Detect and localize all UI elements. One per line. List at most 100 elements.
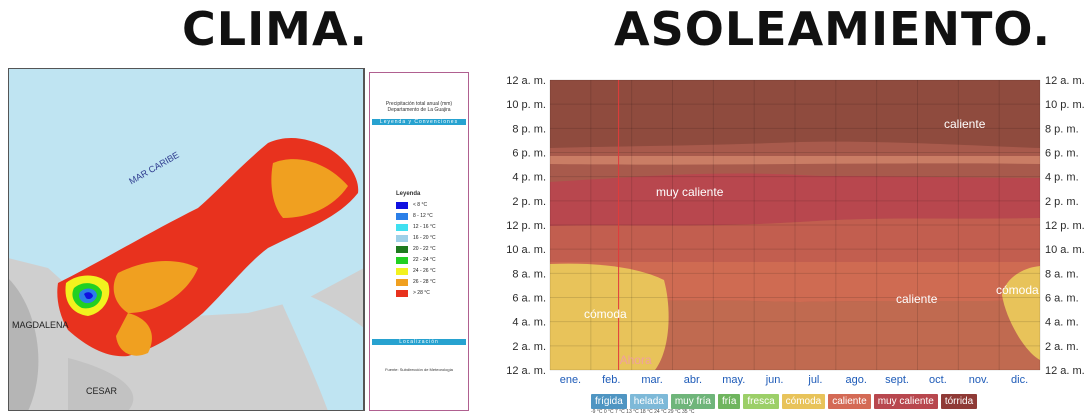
temperature-thresholds: -9 °C 0 °C 7 °C 13 °C 18 °C 24 °C 29 °C … — [591, 409, 695, 415]
y-tick-label-right: 10 a. m. — [1045, 244, 1085, 256]
y-tick-label-right: 6 a. m. — [1045, 293, 1079, 305]
map-legend-label: > 28 °C — [413, 290, 430, 296]
map-source: Fuente: Subdirección de Meteorología — [385, 367, 453, 372]
legend-chip: helada — [629, 394, 668, 409]
x-axis-months: ene. feb. mar. abr. may. jun. jul. ago. sept. oct… — [560, 374, 1028, 386]
legend-chip: muy fría — [670, 394, 715, 409]
legend-chip: muy caliente — [873, 394, 938, 409]
y-tick-label-left: 12 a. m. — [506, 365, 546, 377]
zone-label-muy-caliente: muy caliente — [656, 185, 724, 199]
y-tick-label-right: 2 p. m. — [1045, 196, 1079, 208]
zone-label-caliente-morning: caliente — [896, 292, 938, 306]
y-axis-right: 12 a. m. 10 p. m. 8 p. m. 6 p. m. 4 p. m. 2 p… — [1045, 75, 1085, 377]
band-sunset — [550, 156, 1040, 165]
sun-temperature-heatmap: 12 a. m. 10 p. m. 8 p. m. 6 p. m. 4 p. m. 2 p… — [506, 75, 1085, 386]
month-label: ago. — [846, 374, 867, 386]
y-tick-label-left: 12 p. m. — [506, 220, 546, 232]
band-comoda-right — [1002, 266, 1040, 360]
month-label: dic. — [1011, 374, 1028, 386]
location-bar: Localización — [372, 339, 466, 345]
band-torrida-top — [550, 80, 1040, 148]
clima-title: CLIMA. — [182, 2, 368, 56]
y-tick-label-left: 12 a. m. — [506, 75, 546, 87]
zone-label-comoda-left: cómoda — [584, 307, 627, 321]
asoleamiento-title: ASOLEAMIENTO. — [614, 2, 1051, 56]
y-tick-label-right: 4 p. m. — [1045, 172, 1079, 184]
y-tick-label-right: 8 a. m. — [1045, 268, 1079, 280]
month-label: nov. — [969, 374, 989, 386]
zone-label-caliente-night: caliente — [944, 117, 986, 131]
map-legend-row: > 28 °C — [396, 289, 430, 297]
legend-chip: tórrida — [940, 394, 978, 409]
heatmap-bands — [550, 80, 1040, 370]
map-legend-swatch — [396, 245, 408, 253]
map-legend-swatch — [396, 278, 408, 286]
band-caliente-mid — [550, 218, 1040, 262]
heatmap-grid — [549, 79, 1041, 371]
map-legend-row: 16 - 20 °C — [396, 234, 436, 242]
month-label: may. — [722, 374, 745, 386]
map-legend-label: < 8 °C — [413, 202, 428, 208]
legend-chip: cómoda — [781, 394, 826, 409]
map-legend-row: 8 - 12 °C — [396, 212, 433, 220]
legend-chip: frígida — [591, 394, 627, 409]
legend-title: Leyenda — [396, 191, 421, 197]
y-tick-label-left: 6 p. m. — [512, 148, 546, 160]
legend-chip: caliente — [828, 394, 871, 409]
band-muy-caliente — [550, 173, 1040, 226]
legend-chip: fría — [717, 394, 741, 409]
map-legend-swatch — [396, 289, 408, 297]
y-tick-label-left: 4 a. m. — [512, 317, 546, 329]
map-legend-swatch — [396, 267, 408, 275]
map-legend-label: 20 - 22 °C — [413, 246, 436, 252]
y-tick-label-right: 4 a. m. — [1045, 317, 1079, 329]
y-tick-label-left: 10 p. m. — [506, 99, 546, 111]
y-tick-label-left: 2 a. m. — [512, 341, 546, 353]
map-legend-label: 26 - 28 °C — [413, 279, 436, 285]
map-legend-label: 12 - 16 °C — [413, 224, 436, 230]
band-caliente-morning — [550, 262, 1040, 304]
y-tick-label-left: 10 a. m. — [506, 244, 546, 256]
y-tick-label-right: 2 a. m. — [1045, 341, 1079, 353]
zone-label-comoda-right: cómoda — [996, 283, 1039, 297]
map-legend-swatch — [396, 256, 408, 264]
temperature-category-legend: frígida helada muy fría fría fresca cómoda cal… — [591, 394, 978, 410]
guajira-climate-map — [8, 68, 365, 411]
month-label: sept. — [885, 374, 909, 386]
climate-map-panel: MAR CARIBE MAGDALENA CESAR Precipitación… — [8, 68, 470, 411]
y-tick-label-left: 8 p. m. — [512, 123, 546, 135]
y-tick-label-left: 4 p. m. — [512, 172, 546, 184]
y-tick-label-right: 10 p. m. — [1045, 99, 1085, 111]
y-tick-label-right: 6 p. m. — [1045, 148, 1079, 160]
month-label: feb. — [602, 374, 620, 386]
legend-bar: Leyenda y Convenciones — [372, 119, 466, 125]
y-axis-left: 12 a. m. 10 p. m. 8 p. m. 6 p. m. 4 p. m. 2 p… — [506, 75, 546, 377]
map-legend-label: 16 - 20 °C — [413, 235, 436, 241]
y-tick-label-right: 12 p. m. — [1045, 220, 1085, 232]
band-comoda-left — [550, 263, 669, 370]
region-label-magdalena: MAGDALENA — [12, 320, 69, 330]
map-legend-swatch — [396, 212, 408, 220]
y-tick-label-right: 8 p. m. — [1045, 123, 1079, 135]
map-legend-label: 8 - 12 °C — [413, 213, 433, 219]
map-legend-swatch — [396, 234, 408, 242]
band-caliente-night — [550, 300, 1040, 370]
y-tick-label-left: 6 a. m. — [512, 293, 546, 305]
y-tick-label-left: 2 p. m. — [512, 196, 546, 208]
y-tick-label-right: 12 a. m. — [1045, 75, 1085, 87]
month-label: abr. — [684, 374, 702, 386]
map-legend-row: 20 - 22 °C — [396, 245, 436, 253]
month-label: ene. — [560, 374, 581, 386]
legend-chip: fresca — [743, 394, 779, 409]
map-legend-row: 24 - 26 °C — [396, 267, 436, 275]
map-legend-row: < 8 °C — [396, 201, 427, 209]
map-legend-row: 26 - 28 °C — [396, 278, 436, 286]
month-label: mar. — [641, 374, 662, 386]
map-legend-label: 22 - 24 °C — [413, 257, 436, 263]
y-tick-label-left: 8 a. m. — [512, 268, 546, 280]
month-label: jul. — [807, 374, 822, 386]
map-legend-row: 12 - 16 °C — [396, 223, 436, 231]
map-legend-panel: Precipitación total anual (mm) Departame… — [369, 72, 469, 411]
map-info-title: Precipitación total anual (mm) Departame… — [385, 101, 453, 113]
map-legend-swatch — [396, 201, 408, 209]
